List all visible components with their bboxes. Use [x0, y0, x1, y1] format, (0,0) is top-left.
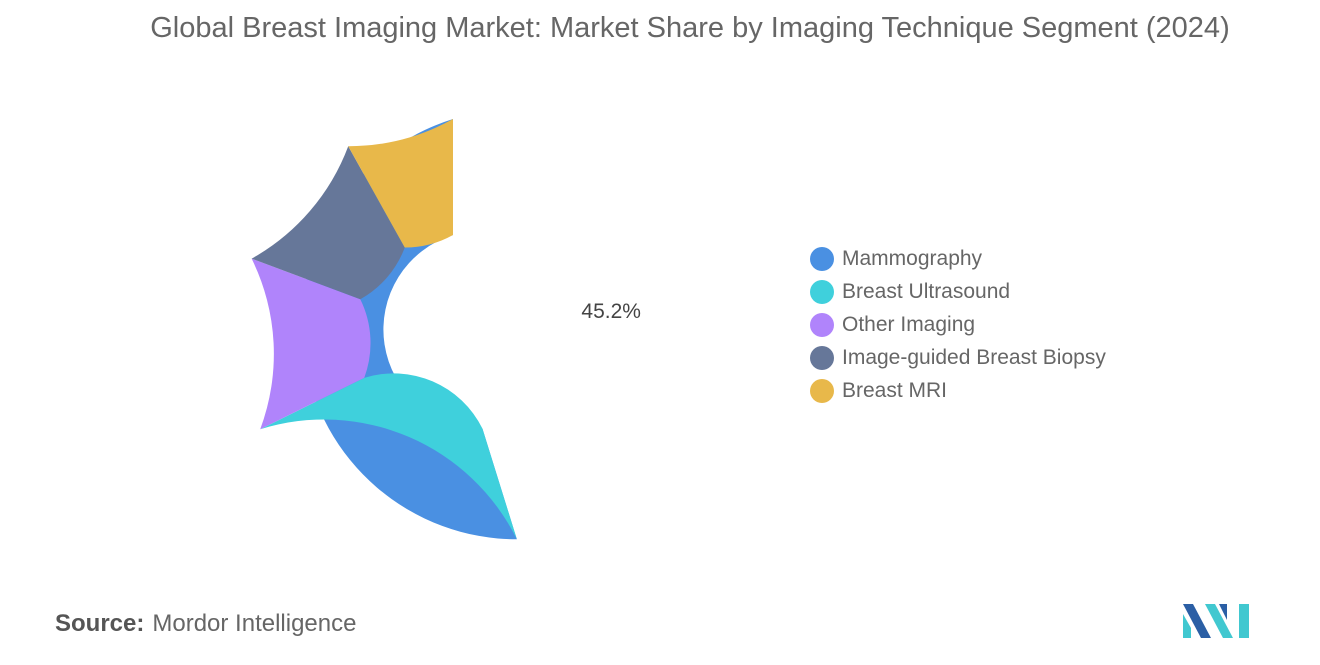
legend-swatch [810, 279, 834, 304]
donut-slice-image-guided-breast-biopsy [251, 146, 405, 300]
legend-swatch [810, 246, 834, 271]
source-label: Source: [55, 610, 145, 637]
legend-item: Image-guided Breast Biopsy [810, 341, 1106, 374]
legend-swatch [810, 312, 834, 337]
donut-chart: 45.2% [251, 119, 641, 540]
legend-label: Mammography [842, 246, 983, 270]
source-line: Source: Mordor Intelligence [55, 610, 356, 638]
legend-item: Breast MRI [810, 374, 1106, 407]
donut-slice-other-imaging [251, 258, 371, 430]
mordor-intelligence-logo-icon [1183, 604, 1249, 638]
legend-label: Image-guided Breast Biopsy [842, 345, 1106, 369]
legend-item: Other Imaging [810, 308, 1106, 341]
source-value: Mordor Intelligence [152, 610, 357, 637]
legend-item: Breast Ultrasound [810, 275, 1106, 308]
legend-swatch [810, 378, 834, 403]
legend-item: Mammography [810, 242, 1106, 275]
chart-legend: Mammography Breast Ultrasound Other Imagin… [810, 242, 1106, 407]
legend-label: Breast Ultrasound [842, 279, 1011, 303]
legend-label: Other Imaging [842, 312, 976, 336]
chart-title: Global Breast Imaging Market: Market Sha… [150, 12, 1230, 44]
donut-data-label: 45.2% [581, 300, 641, 323]
donut-slice-breast-mri [348, 119, 453, 248]
legend-label: Breast MRI [842, 378, 948, 402]
donut-slice-breast-ultrasound [260, 373, 517, 540]
legend-swatch [810, 345, 834, 370]
